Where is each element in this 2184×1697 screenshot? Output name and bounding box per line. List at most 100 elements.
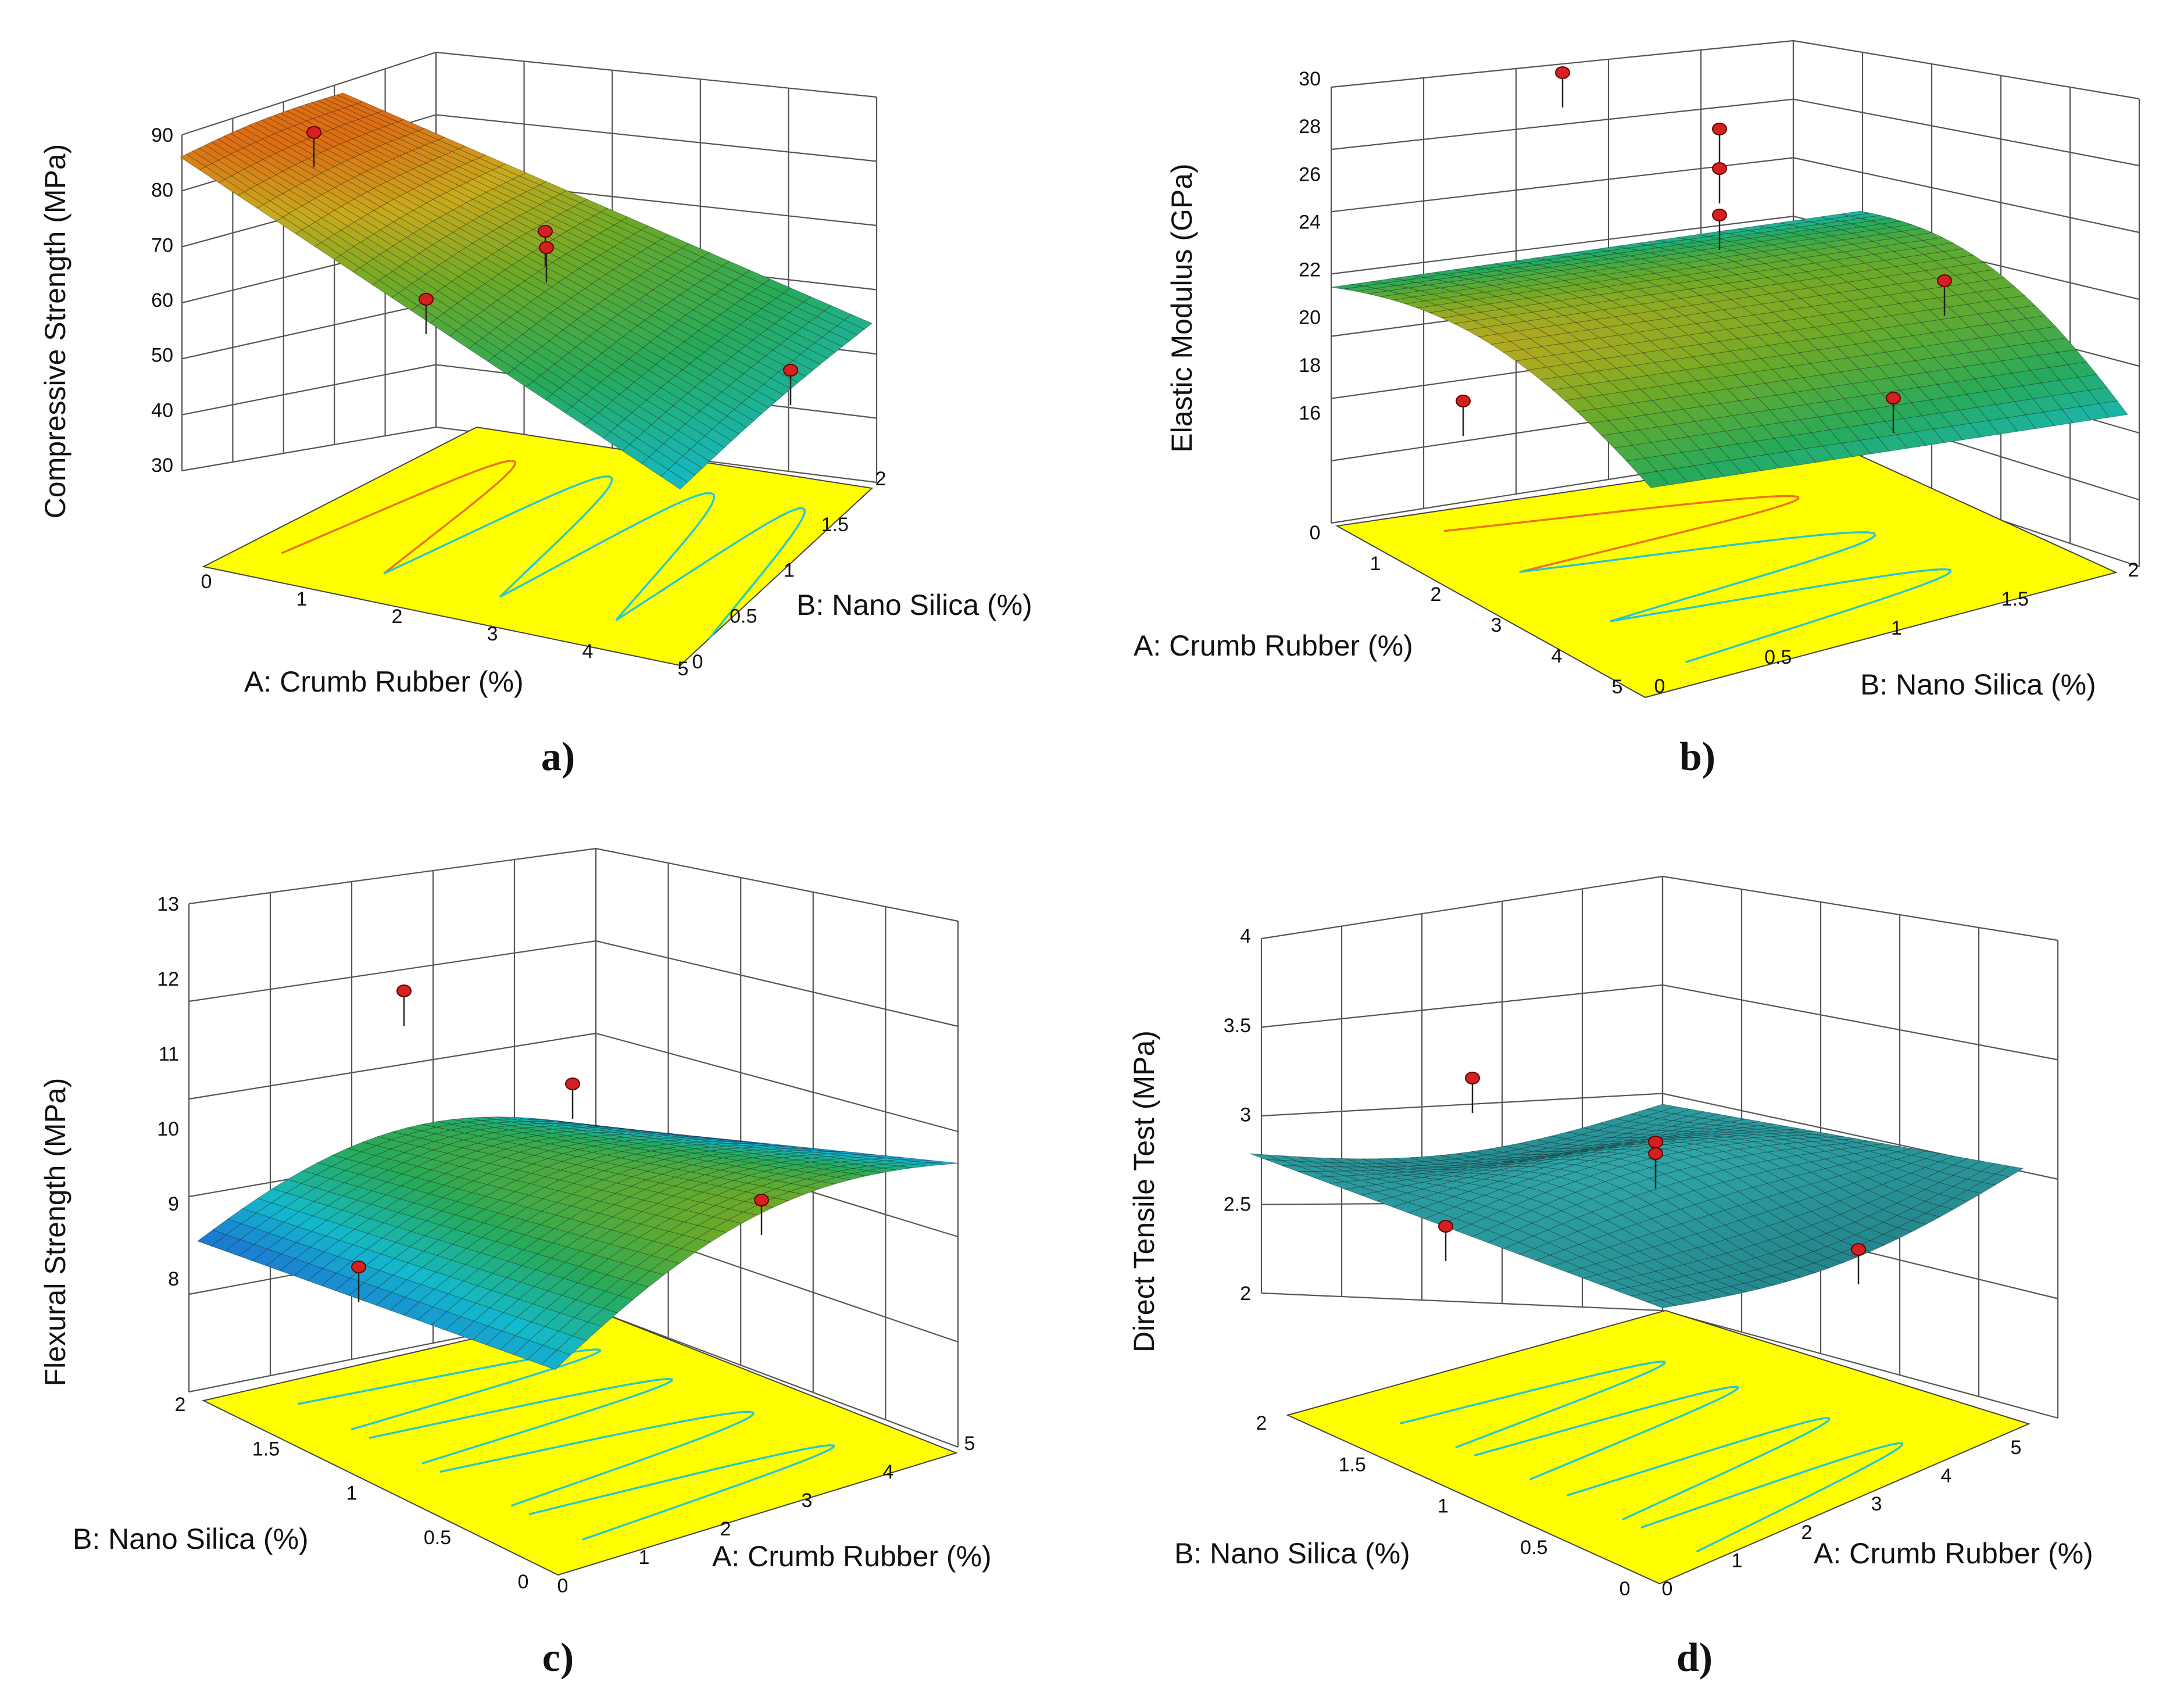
- grid-line-horizontal: [1261, 875, 2058, 941]
- surface-facet: [1877, 434, 1908, 452]
- y-tick-label: 2: [875, 468, 887, 490]
- design-point-marker: [539, 241, 554, 254]
- y-tick-label: 0.5: [1764, 646, 1792, 668]
- z-tick-label: 80: [151, 180, 173, 202]
- surface-facet: [2061, 406, 2092, 424]
- design-point-marker: [419, 293, 434, 306]
- z-tick-label: 10: [157, 1118, 179, 1140]
- surface-facet: [587, 1308, 618, 1327]
- y-tick-label: 1: [784, 560, 795, 582]
- y-tick-label: 1.5: [821, 514, 849, 536]
- surface-facet: [1952, 1190, 1982, 1202]
- z-tick-label: 8: [168, 1268, 179, 1290]
- y-axis-label: B: Nano Silica (%): [73, 1523, 309, 1555]
- y-tick-label: 1.5: [252, 1438, 280, 1460]
- x-tick-label: 3: [487, 623, 498, 645]
- panel-b-elastic-modulus: 16 18 20 22 24 26 28 30 0 1 2 3 4 5 0 0.5 1 1.5 2 Elastic M…: [1134, 40, 2140, 779]
- z-tick-label: 60: [151, 289, 173, 312]
- x-tick-label: 5: [964, 1433, 975, 1455]
- y-tick-label: 0: [692, 651, 703, 673]
- floor-contour-line: [1610, 568, 1952, 664]
- surface-facet: [1966, 1182, 1996, 1194]
- design-point-marker: [565, 1077, 580, 1090]
- surface-facet: [571, 1322, 603, 1341]
- x-tick-label: 5: [2011, 1437, 2022, 1459]
- surface-facet: [675, 456, 703, 476]
- surface-facet: [913, 1162, 944, 1166]
- design-point-marker: [1465, 1072, 1480, 1084]
- z-tick-label: 13: [157, 893, 179, 915]
- design-point-marker: [1886, 392, 1901, 404]
- surface-facet: [1939, 1197, 1968, 1210]
- grid-line-horizontal: [188, 847, 959, 922]
- surface-facet: [836, 1173, 866, 1180]
- x-tick-label: 2: [720, 1518, 731, 1540]
- z-tick-label: 40: [151, 399, 173, 421]
- z-tick-label: 28: [1299, 116, 1321, 138]
- x-tick-label: 2: [1431, 583, 1442, 606]
- z-tick-label: 4: [1240, 925, 1251, 947]
- panel-label: d): [1677, 1635, 1713, 1680]
- design-point-marker: [396, 984, 412, 997]
- x-tick-label: 0: [201, 571, 212, 593]
- floor-contour-line: [528, 1444, 835, 1541]
- y-tick-label: 1: [1438, 1495, 1449, 1517]
- surface-facet: [2025, 411, 2055, 429]
- z-tick-label: 22: [1299, 259, 1321, 281]
- surface-facet: [1730, 457, 1762, 474]
- design-point-marker: [754, 1194, 769, 1206]
- x-tick-label: 1: [1370, 553, 1381, 575]
- design-point-marker: [538, 225, 553, 238]
- surface-facet: [2080, 403, 2110, 421]
- floor-contour-line: [1566, 1417, 1831, 1521]
- design-point-marker: [1851, 1243, 1866, 1256]
- y-tick-label: 2: [2128, 559, 2139, 581]
- z-tick-label: 16: [1299, 402, 1321, 424]
- z-tick-label: 2.5: [1224, 1193, 1251, 1215]
- design-point-marker: [351, 1261, 366, 1273]
- x-tick-label: 2: [1801, 1521, 1813, 1544]
- surface-facet: [1711, 460, 1743, 477]
- z-tick-label: 30: [151, 454, 173, 477]
- y-axis-label: B: Nano Silica (%): [1860, 668, 2096, 701]
- surface-facet: [2098, 400, 2128, 418]
- x-axis-label: A: Crumb Rubber (%): [244, 665, 524, 698]
- x-tick-label: 0: [1662, 1578, 1673, 1600]
- contour-floor: [202, 426, 874, 667]
- x-axis-label: A: Crumb Rubber (%): [1814, 1537, 2093, 1570]
- floor-contour-line: [1443, 495, 1800, 573]
- x-tick-label: 3: [802, 1490, 813, 1512]
- design-point-marker: [783, 364, 798, 377]
- y-tick-label: 0: [1654, 675, 1665, 697]
- x-tick-label: 1: [296, 588, 308, 610]
- surface-facet: [541, 1349, 571, 1370]
- y-tick-label: 0.5: [1520, 1537, 1547, 1559]
- x-tick-label: 1: [639, 1546, 650, 1569]
- z-tick-label: 20: [1299, 307, 1321, 329]
- floor-contour-line: [369, 1377, 673, 1465]
- y-tick-label: 1.5: [2001, 588, 2029, 610]
- y-axis-label: B: Nano Silica (%): [796, 589, 1032, 621]
- surface-facet: [664, 1248, 696, 1264]
- surface-facet: [898, 1163, 928, 1168]
- x-tick-label: 4: [883, 1461, 894, 1483]
- panel-d-direct-tensile-test: 2 2.5 3 3.5 4 0 1 2 3 4 5 0 0.5 1 1.5 2 Direct Tensile T…: [1128, 875, 2093, 1680]
- surface-facet: [660, 469, 688, 490]
- x-axis-label: A: Crumb Rubber (%): [712, 1540, 992, 1573]
- z-tick-label: 26: [1299, 163, 1321, 185]
- design-point-marker: [1648, 1147, 1663, 1160]
- surface-facet: [1743, 1279, 1775, 1290]
- y-tick-label: 2: [175, 1394, 186, 1416]
- grid-line-horizontal: [188, 940, 959, 1027]
- surface-facet: [1659, 1297, 1692, 1306]
- panel-label: b): [1679, 735, 1715, 779]
- response-surface: [197, 1116, 960, 1370]
- surface-facet: [1767, 451, 1799, 468]
- y-tick-label: 0.5: [424, 1527, 451, 1549]
- z-axis-label: Elastic Modulus (GPa): [1166, 163, 1198, 452]
- z-tick-label: 24: [1299, 211, 1321, 233]
- z-tick-label: 90: [151, 124, 173, 146]
- surface-facet: [1925, 1205, 1955, 1218]
- surface-facet: [1749, 454, 1780, 471]
